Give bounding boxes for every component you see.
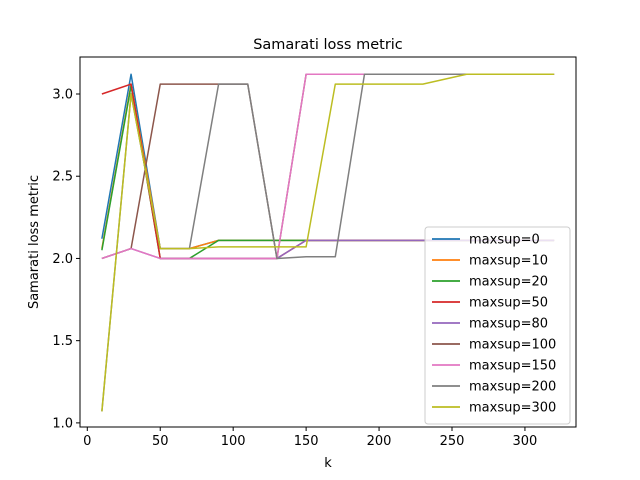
legend-label: maxsup=0 <box>469 233 540 248</box>
legend-item[interactable]: maxsup=50 <box>432 296 548 311</box>
legend-label: maxsup=150 <box>469 359 556 374</box>
legend-box <box>424 226 571 425</box>
y-axis-label: Samarati loss metric <box>27 175 42 309</box>
y-tick-label: 2.0 <box>52 252 73 267</box>
series-line-maxsup-300 <box>101 73 555 412</box>
x-tick-label: 100 <box>221 434 246 449</box>
x-axis-label: k <box>324 456 332 471</box>
y-tick-label: 2.5 <box>52 170 73 185</box>
legend-item[interactable]: maxsup=80 <box>432 317 548 332</box>
legend-item[interactable]: maxsup=200 <box>432 380 556 395</box>
chart-title: Samarati loss metric <box>253 37 403 53</box>
legend-item[interactable]: maxsup=300 <box>432 401 556 416</box>
x-tick-label: 300 <box>513 434 538 449</box>
legend-label: maxsup=300 <box>469 401 556 416</box>
legend-item[interactable]: maxsup=150 <box>432 359 556 374</box>
legend-item[interactable]: maxsup=20 <box>432 275 548 290</box>
x-axis: 0 50 100 150 200 250 300 <box>83 427 537 449</box>
legend-item[interactable]: maxsup=100 <box>432 338 556 353</box>
legend[interactable]: maxsup=0 maxsup=10 maxsup=20 maxsup=50 maxsu… <box>424 226 571 425</box>
y-tick-label: 1.5 <box>52 334 73 349</box>
x-tick-label: 50 <box>152 434 169 449</box>
legend-item[interactable]: maxsup=0 <box>432 233 540 248</box>
y-tick-label: 3.0 <box>52 88 73 103</box>
legend-label: maxsup=100 <box>469 338 556 353</box>
legend-label: maxsup=80 <box>469 317 548 332</box>
legend-label: maxsup=200 <box>469 380 556 395</box>
legend-label: maxsup=50 <box>469 296 548 311</box>
x-tick-label: 150 <box>294 434 319 449</box>
x-tick-label: 0 <box>83 434 91 449</box>
legend-label: maxsup=10 <box>469 254 548 269</box>
x-tick-label: 200 <box>367 434 392 449</box>
legend-item[interactable]: maxsup=10 <box>432 254 548 269</box>
x-tick-label: 250 <box>440 434 465 449</box>
plot-frame <box>79 56 577 428</box>
y-tick-label: 1.0 <box>52 416 73 431</box>
y-axis: 1.0 1.5 2.0 2.5 3.0 <box>52 88 80 431</box>
legend-label: maxsup=20 <box>469 275 548 290</box>
